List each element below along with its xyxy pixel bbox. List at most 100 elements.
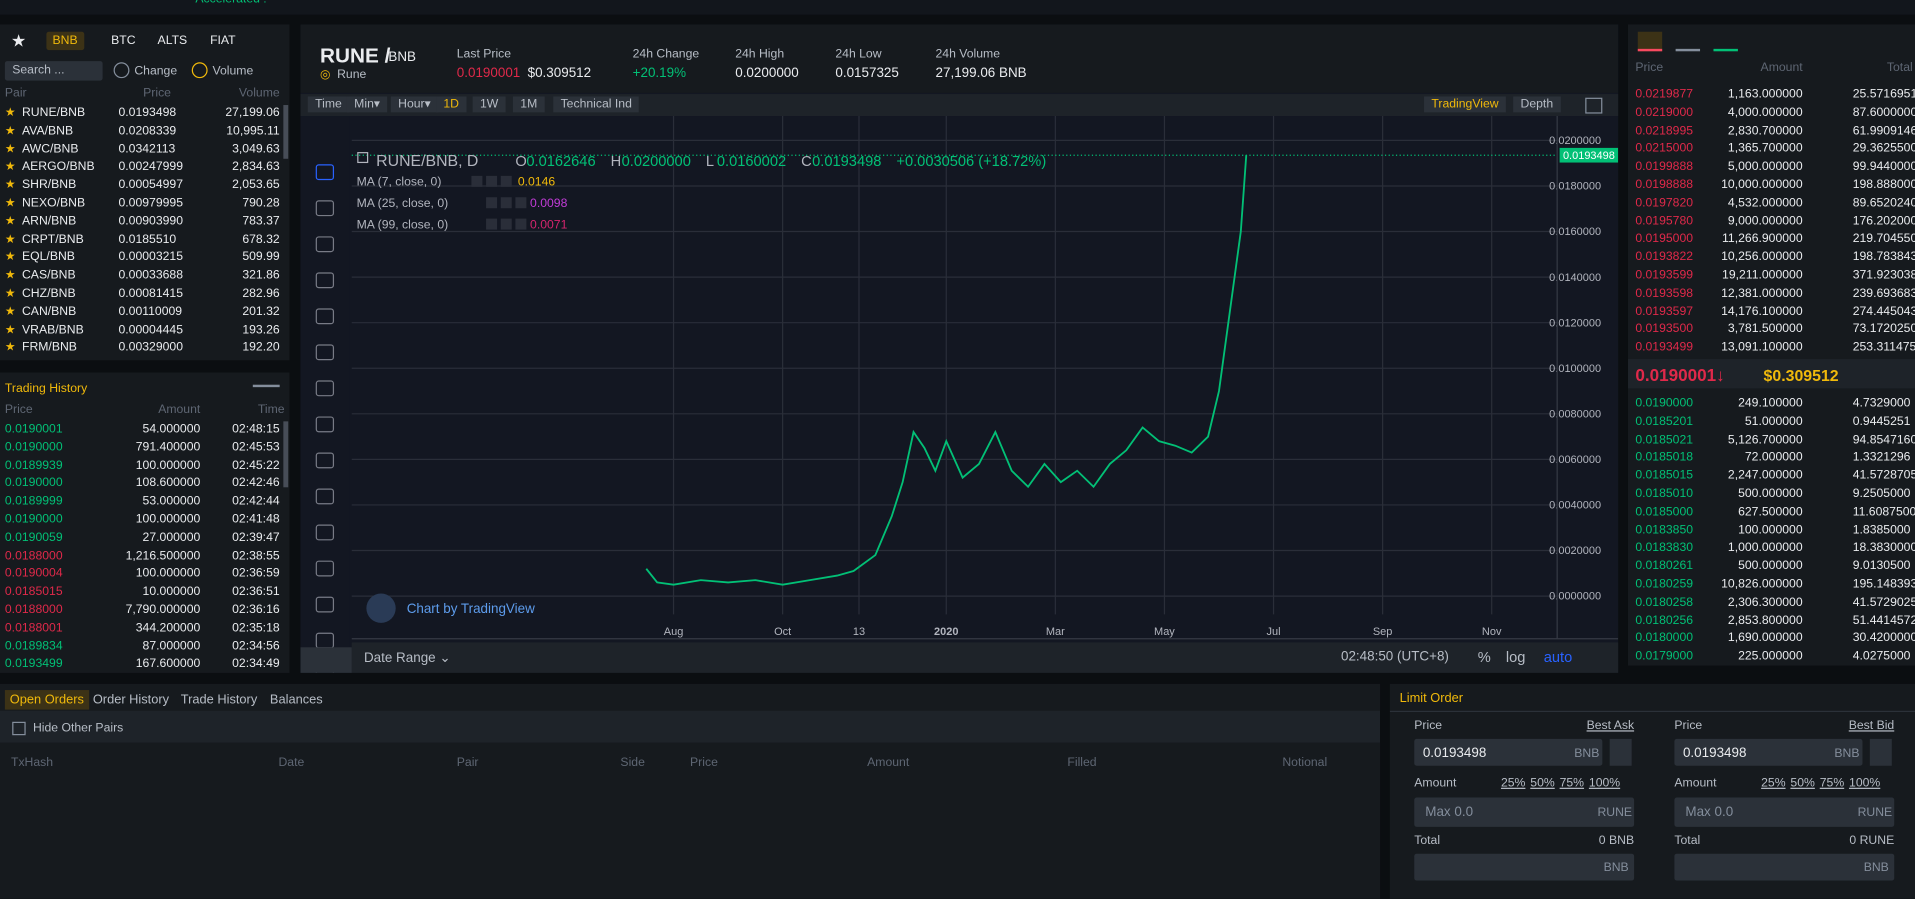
percent-link[interactable]: 25% (1500, 776, 1526, 791)
radio[interactable] (191, 62, 208, 79)
last-price-label: 0.0193498 (1563, 150, 1615, 162)
amount-input[interactable] (1414, 797, 1635, 827)
stat-label: 24h Low (835, 47, 882, 62)
price-input[interactable] (1414, 738, 1603, 766)
book-price: 0.0219000 (1635, 106, 1694, 120)
market-tab[interactable]: BNB (46, 31, 84, 51)
toolbar-button[interactable]: Depth (1513, 96, 1561, 113)
trade-price: 0.0189939 (4, 458, 63, 473)
toolbar-button[interactable]: Min▾ (346, 96, 388, 113)
y-tick-label: 0.0120000 (1549, 317, 1601, 329)
trade-price: 0.0190000 (4, 512, 63, 527)
book-amount: 72.000000 (1744, 451, 1803, 465)
total-input[interactable] (1674, 853, 1895, 881)
percent-link[interactable]: 100% (1588, 776, 1621, 791)
book-amount: 51.000000 (1744, 414, 1803, 429)
column-header: Amount (1760, 61, 1803, 75)
trade-amount: 791.400000 (135, 440, 201, 455)
orders-tab[interactable]: Order History (92, 692, 170, 708)
scale-option[interactable]: auto (1543, 648, 1573, 666)
book-amount: 11,266.900000 (1722, 232, 1803, 246)
trade-time: 02:34:49 (232, 657, 280, 671)
price-line (645, 155, 1248, 586)
stepper[interactable] (1609, 738, 1632, 766)
fullscreen[interactable] (1585, 97, 1603, 114)
unit: BNB (1574, 747, 1600, 761)
trade-amount: 100.000000 (135, 512, 201, 527)
radio[interactable] (113, 62, 130, 79)
unit: RUNE (1597, 806, 1633, 820)
book-amount: 500.000000 (1738, 559, 1803, 574)
date-range[interactable]: Date Range ⌄ (363, 650, 451, 666)
pair: CAS/BNB (21, 268, 76, 283)
x-tick-label: Sep (1373, 626, 1393, 638)
book-view-icon[interactable] (1637, 31, 1663, 52)
book-amount: 4,532.000000 (1727, 196, 1803, 210)
star-icon: ★ (4, 287, 16, 301)
book-view-icon[interactable] (1713, 32, 1738, 52)
star-icon: ★ (4, 250, 16, 265)
percent-link[interactable]: 75% (1559, 776, 1585, 791)
best-link[interactable]: Best Ask (1586, 719, 1635, 733)
toolbar-button[interactable]: 1W (472, 96, 506, 113)
stepper[interactable] (1869, 738, 1892, 766)
column-header: Filled (1067, 755, 1097, 770)
price-input[interactable] (1674, 738, 1863, 766)
market-tab[interactable]: BTC (111, 34, 136, 48)
toolbar-button[interactable]: Time (307, 96, 350, 113)
book-amount: 10,256.000000 (1721, 250, 1803, 265)
percent-link[interactable]: 75% (1819, 776, 1845, 791)
orders-tab[interactable]: Open Orders (4, 690, 89, 710)
price: 0.00903990 (118, 214, 184, 229)
star-icon: ★ (4, 196, 16, 211)
total-input[interactable] (1414, 853, 1635, 881)
book-amount: 2,247.000000 (1727, 469, 1803, 483)
scale-option[interactable]: % (1477, 648, 1491, 666)
toolbar-button[interactable]: Hour▾ (390, 96, 439, 113)
toolbar-button[interactable]: Technical Ind (553, 96, 640, 113)
ohlc-value: 0.0162646 (526, 154, 595, 170)
indicator-name: MA (25, close, 0) (357, 196, 449, 210)
book-total: 99.9440000 (1852, 160, 1915, 174)
orders-panel: Open Orders Order History Trade History Bal… (0, 683, 1381, 899)
trade-time: 02:48:15 (232, 422, 280, 437)
book-price: 0.0180261 (1635, 559, 1694, 574)
percent-link[interactable]: 50% (1790, 776, 1815, 791)
chart-title: RUNE/BNB, D (376, 153, 478, 170)
amount-input[interactable] (1674, 797, 1895, 827)
y-tick-label: 0.0000000 (1549, 591, 1601, 603)
book-view-icon[interactable] (1675, 32, 1701, 52)
orders-tab[interactable]: Balances (269, 692, 323, 708)
book-total: 1.8385000 (1852, 523, 1911, 537)
book-total: 371.9230389 (1852, 268, 1915, 283)
percent-link[interactable]: 25% (1761, 776, 1786, 791)
market-tab[interactable]: FIAT (210, 34, 236, 48)
toolbar-button[interactable]: 1D (436, 96, 467, 113)
toolbar-button[interactable]: TradingView (1424, 96, 1506, 113)
scrollbar (283, 105, 289, 159)
book-price: 0.0185018 (1635, 451, 1694, 465)
book-amount: 14,176.100000 (1721, 304, 1803, 319)
book-total: 198.7838432 (1852, 250, 1915, 265)
percent-link[interactable]: 100% (1849, 776, 1881, 791)
scale-option[interactable]: log (1505, 648, 1526, 666)
panel-title: Limit Order (1399, 691, 1464, 706)
trade-time: 02:42:44 (232, 494, 280, 509)
change: +0.0030506 (+18.72%) (896, 154, 1046, 170)
orders-tab[interactable]: Trade History (180, 692, 258, 708)
column-header: Total (1886, 61, 1913, 75)
book-amount: 627.500000 (1738, 505, 1803, 519)
indicator-icon (500, 197, 512, 209)
toolbar-button[interactable]: 1M (512, 96, 545, 113)
percent-link[interactable]: 50% (1530, 776, 1555, 791)
trade-price: 0.0188001 (4, 621, 63, 635)
trade-price: 0.0190000 (4, 440, 63, 455)
tool-icon (315, 236, 335, 253)
ohlc-key: H (611, 154, 622, 170)
best-link[interactable]: Best Bid (1848, 719, 1895, 733)
trade-time: 02:36:51 (232, 585, 280, 599)
volume: 783.37 (242, 214, 280, 229)
market-tab[interactable]: ALTS (157, 34, 188, 48)
tool-icon (315, 488, 335, 505)
checkbox[interactable] (12, 721, 26, 736)
